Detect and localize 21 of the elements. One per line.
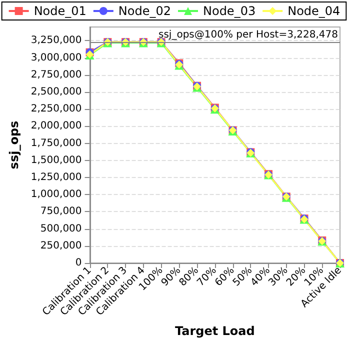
legend-label: Node_03 [203, 4, 256, 18]
legend-label: Node_02 [118, 4, 172, 18]
y-tick-label: 3,250,000 [30, 35, 82, 46]
y-tick-label: 1,750,000 [30, 138, 82, 149]
x-axis-title: Target Load [174, 324, 255, 338]
y-tick-label: 2,000,000 [30, 120, 82, 132]
y-tick-label: 1,000,000 [30, 189, 82, 200]
y-tick-label: 3,000,000 [30, 52, 82, 64]
ref-line-label: ssj_ops@100% per Host=3,228,478 [158, 30, 338, 41]
y-tick-label: 0 [75, 258, 82, 268]
legend-label: Node_01 [34, 4, 86, 18]
y-tick-label: 1,500,000 [30, 154, 82, 166]
y-tick-label: 2,500,000 [30, 86, 82, 98]
y-tick-label: 250,000 [40, 240, 82, 252]
y-tick-label: 2,750,000 [30, 69, 82, 80]
y-axis-title: ssj_ops [7, 120, 21, 170]
legend-label: Node_04 [288, 4, 340, 18]
y-tick-label: 500,000 [40, 223, 82, 234]
y-tick-label: 2,250,000 [30, 104, 82, 115]
y-tick-label: 750,000 [40, 206, 82, 218]
y-tick-label: 1,250,000 [30, 172, 82, 183]
